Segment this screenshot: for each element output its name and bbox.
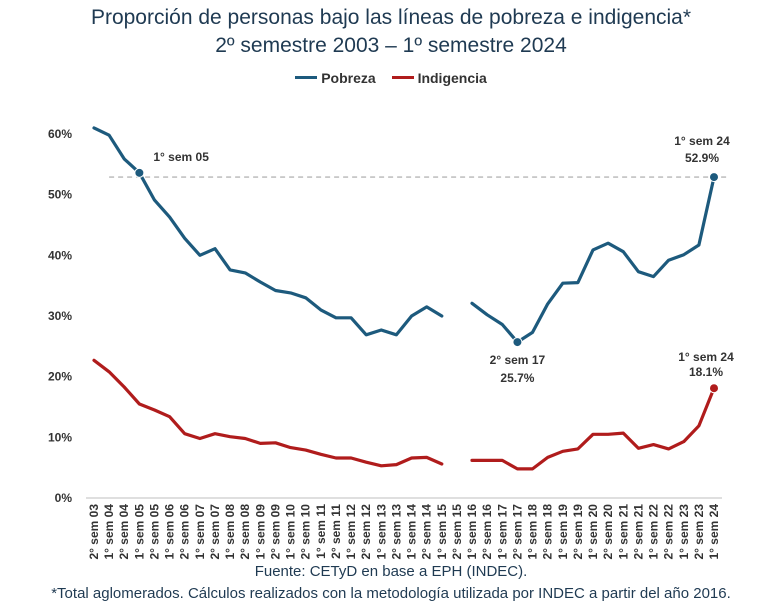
x-tick-label: 1° sem 14 [405,504,419,560]
x-tick-label: 1° sem 23 [677,504,691,560]
x-tick-label: 1° sem 19 [556,504,570,560]
point-marker-pobreza [709,172,719,183]
x-tick-label: 2° sem 07 [208,504,222,560]
annotation-label: 1° sem 05 [153,150,209,164]
annotation-label: 1° sem 24 [674,134,730,148]
x-tick-label: 1° sem 15 [435,504,449,560]
legend-item-pobreza: Pobreza [295,69,376,86]
x-tick-label: 2° sem 04 [117,504,131,560]
x-tick-label: 2° sem 16 [480,504,494,560]
legend-swatch-indigencia [391,76,414,79]
x-tick-label: 2° sem 17 [510,504,524,560]
x-tick-label: 2° sem 05 [147,504,161,560]
x-tick-label: 1° sem 07 [193,504,207,560]
x-tick-label: 2° sem 19 [571,504,585,560]
x-tick-label: 2° sem 08 [238,504,252,560]
series-line-pobreza [470,175,716,344]
x-tick-label: 2° sem 22 [662,504,676,560]
point-marker-pobreza [134,167,145,178]
x-tick-label: 1° sem 17 [495,504,509,560]
x-tick-label: 1° sem 06 [163,504,177,560]
legend: Pobreza Indigencia [0,66,782,86]
x-tick-label: 2° sem 13 [389,504,403,560]
x-tick-label: 1° sem 08 [223,504,237,560]
x-tick-label: 1° sem 11 [314,504,328,559]
x-tick-label: 1° sem 04 [102,504,116,560]
x-tick-label: 1° sem 20 [586,504,600,560]
y-tick-label: 20% [48,370,72,384]
y-tick-label: 40% [48,248,72,262]
x-tick-label: 1° sem 24 [707,504,721,560]
x-tick-label: 2° sem 11 [329,504,343,559]
chart-title: Proporción de personas bajo las líneas d… [90,6,692,29]
x-tick-label: 2° sem 15 [450,504,464,560]
x-tick-label: 2° sem 06 [178,504,192,560]
legend-label-pobreza: Pobreza [321,69,376,86]
x-tick-label: 2° sem 03 [87,504,101,560]
x-tick-label: 2° sem 12 [359,504,373,560]
y-tick-label: 30% [48,309,72,323]
y-tick-label: 10% [48,430,72,444]
x-tick-label: 2° sem 10 [299,504,313,560]
x-tick-label: 1° sem 16 [465,504,479,560]
x-tick-label: 1° sem 21 [616,504,630,560]
point-marker-pobreza [512,337,523,348]
annotation-value: 52.9% [685,151,719,165]
annotation-value: 25.7% [500,371,534,385]
annotation-value: 18.1% [689,365,723,379]
x-tick-label: 1° sem 10 [284,504,298,560]
series-line-indigencia [92,358,444,468]
x-tick-label: 2° sem 09 [268,504,282,560]
y-tick-label: 50% [48,188,72,202]
x-tick-label: 2° sem 21 [631,504,645,560]
y-tick-label: 60% [48,127,72,141]
series-line-indigencia [470,386,716,471]
legend-item-indigencia: Indigencia [391,69,487,86]
x-tick-label: 1° sem 18 [526,504,540,560]
x-tick-label: 1° sem 13 [374,504,388,560]
annotation-label: 2° sem 17 [490,353,546,367]
chart-subtitle: 2º semestre 2003 – 1º semestre 2024 [215,34,567,57]
x-tick-label: 1° sem 12 [344,504,358,560]
x-tick-label: 1° sem 09 [253,504,267,560]
annotation-label: 1° sem 24 [678,350,734,364]
legend-swatch-pobreza [295,76,318,79]
x-tick-label: 2° sem 14 [420,504,434,560]
footer-note: *Total aglomerados. Cálculos realizados … [51,585,731,602]
series-line-pobreza [92,126,444,337]
x-tick-label: 1° sem 05 [132,504,146,560]
x-tick-label: 2° sem 23 [692,504,706,560]
point-marker-indigencia [709,383,719,394]
x-tick-label: 1° sem 22 [647,504,661,560]
x-tick-label: 2° sem 18 [541,504,555,560]
x-tick-label: 2° sem 20 [601,504,615,560]
legend-label-indigencia: Indigencia [417,69,487,86]
line-chart: 0%10%20%30%40%50%60%2° sem 03 1° sem 04 2°… [48,126,734,560]
y-tick-label: 0% [55,491,73,505]
footer-source: Fuente: CETyD en base a EPH (INDEC). [254,563,528,580]
